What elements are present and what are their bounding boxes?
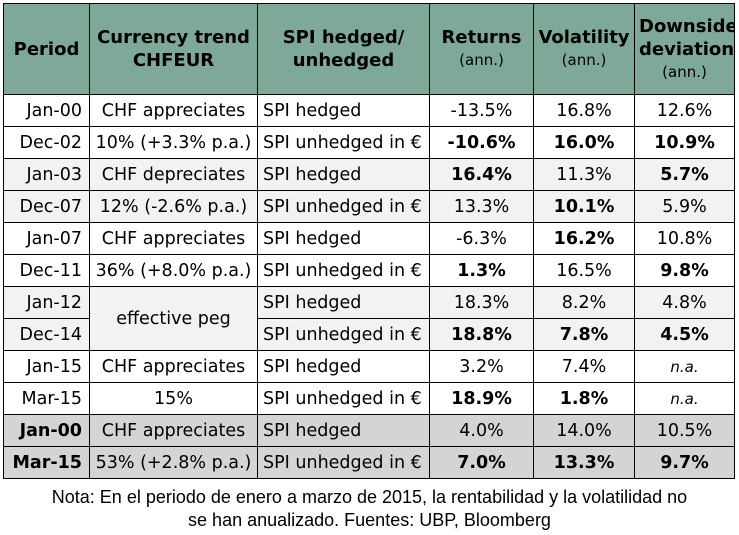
returns-value: 18.3% xyxy=(429,286,534,319)
volatility-value: 10.1% xyxy=(533,190,635,223)
header-downside-deviation: Downside deviation (ann.) xyxy=(634,3,735,95)
currency-trend-change: 15% xyxy=(89,382,258,415)
table-row: Dec-11 36% (+8.0% p.a.) SPI unhedged in … xyxy=(3,254,735,287)
volatility-value: 7.4% xyxy=(533,350,635,383)
header-volatility: Volatility (ann.) xyxy=(533,3,635,95)
downside-value: 5.9% xyxy=(634,190,735,223)
returns-value: 7.0% xyxy=(429,446,534,479)
volatility-value: 8.2% xyxy=(533,286,635,319)
period-end: Dec-11 xyxy=(3,254,90,287)
period-start: Jan-12 xyxy=(3,286,90,319)
returns-value: 18.8% xyxy=(429,318,534,351)
table-row: Mar-15 15% SPI unhedged in € 18.9% 1.8% … xyxy=(3,382,735,415)
volatility-value: 1.8% xyxy=(533,382,635,415)
instrument: SPI hedged xyxy=(257,158,430,191)
downside-value: 4.8% xyxy=(634,286,735,319)
header-instrument: SPI hedged/unhedged xyxy=(257,3,430,95)
returns-value: 18.9% xyxy=(429,382,534,415)
volatility-value: 16.2% xyxy=(533,222,635,255)
downside-value: 9.7% xyxy=(634,446,735,479)
returns-value: 3.2% xyxy=(429,350,534,383)
period-end: Mar-15 xyxy=(3,446,90,479)
note-line: Nota: En el periodo de enero a marzo de … xyxy=(51,487,688,507)
currency-trend: CHF depreciates xyxy=(89,158,258,191)
instrument: SPI hedged xyxy=(257,94,430,127)
downside-value: 10.5% xyxy=(634,414,735,447)
total-row: Mar-15 53% (+2.8% p.a.) SPI unhedged in … xyxy=(3,446,735,479)
instrument: SPI unhedged in € xyxy=(257,254,430,287)
downside-value: 10.8% xyxy=(634,222,735,255)
currency-trend-change: 10% (+3.3% p.a.) xyxy=(89,126,258,159)
instrument: SPI hedged xyxy=(257,414,430,447)
table-row: Dec-02 10% (+3.3% p.a.) SPI unhedged in … xyxy=(3,126,735,159)
returns-value: -10.6% xyxy=(429,126,534,159)
header-currency-trend: Currency trend CHFEUR xyxy=(89,3,258,95)
period-end: Mar-15 xyxy=(3,382,90,415)
volatility-value: 11.3% xyxy=(533,158,635,191)
period-start: Jan-07 xyxy=(3,222,90,255)
total-row: Jan-00 CHF appreciates SPI hedged 4.0% 1… xyxy=(3,414,735,447)
instrument: SPI unhedged in € xyxy=(257,382,430,415)
currency-trend: CHF appreciates xyxy=(89,350,258,383)
table-row: Jan-12 effective peg SPI hedged 18.3% 8.… xyxy=(3,286,735,351)
table-row: Jan-07 CHF appreciates SPI hedged -6.3% … xyxy=(3,222,735,255)
currency-trend: CHF appreciates xyxy=(89,414,258,447)
volatility-value: 16.0% xyxy=(533,126,635,159)
period-start: Jan-00 xyxy=(3,94,90,127)
performance-table: Period Currency trend CHFEUR SPI hedged/u… xyxy=(3,3,735,479)
instrument: SPI hedged xyxy=(257,350,430,383)
currency-trend: CHF appreciates xyxy=(89,94,258,127)
table-row: Jan-03 CHF depreciates SPI hedged 16.4% … xyxy=(3,158,735,191)
volatility-value: 13.3% xyxy=(533,446,635,479)
currency-trend: CHF appreciates xyxy=(89,222,258,255)
period-start: Jan-00 xyxy=(3,414,90,447)
returns-value: 1.3% xyxy=(429,254,534,287)
returns-value: 16.4% xyxy=(429,158,534,191)
currency-trend-change: 36% (+8.0% p.a.) xyxy=(89,254,258,287)
period-end: Dec-07 xyxy=(3,190,90,223)
instrument: SPI unhedged in € xyxy=(257,126,430,159)
volatility-value: 14.0% xyxy=(533,414,635,447)
instrument: SPI unhedged in € xyxy=(257,190,430,223)
period-end: Dec-14 xyxy=(3,318,90,351)
volatility-value: 7.8% xyxy=(533,318,635,351)
downside-value: 10.9% xyxy=(634,126,735,159)
currency-trend-change: 12% (-2.6% p.a.) xyxy=(89,190,258,223)
table-row: Jan-15 CHF appreciates SPI hedged 3.2% 7… xyxy=(3,350,735,383)
downside-value: 12.6% xyxy=(634,94,735,127)
instrument: SPI hedged xyxy=(257,222,430,255)
header-period: Period xyxy=(3,3,90,95)
returns-value: 13.3% xyxy=(429,190,534,223)
source-note: Nota: En el periodo de enero a marzo de … xyxy=(0,486,739,532)
downside-value: 5.7% xyxy=(634,158,735,191)
note-line: se han anualizado. Fuentes: UBP, Bloombe… xyxy=(188,510,551,530)
table-row: Dec-07 12% (-2.6% p.a.) SPI unhedged in … xyxy=(3,190,735,223)
volatility-value: 16.5% xyxy=(533,254,635,287)
table-row: Jan-00 CHF appreciates SPI hedged -13.5%… xyxy=(3,94,735,127)
downside-value: 9.8% xyxy=(634,254,735,287)
currency-trend: effective peg xyxy=(89,286,258,351)
returns-value: -13.5% xyxy=(429,94,534,127)
table-row: Dec-14 SPI unhedged in € 18.8% 7.8% 4.5% xyxy=(3,318,735,351)
downside-value: n.a. xyxy=(634,350,735,383)
instrument: SPI unhedged in € xyxy=(257,446,430,479)
period-start: Jan-15 xyxy=(3,350,90,383)
instrument: SPI hedged xyxy=(257,286,430,319)
downside-value: n.a. xyxy=(634,382,735,415)
header-row: Period Currency trend CHFEUR SPI hedged/u… xyxy=(3,3,735,95)
header-returns: Returns (ann.) xyxy=(429,3,534,95)
returns-value: 4.0% xyxy=(429,414,534,447)
returns-value: -6.3% xyxy=(429,222,534,255)
volatility-value: 16.8% xyxy=(533,94,635,127)
period-end: Dec-02 xyxy=(3,126,90,159)
currency-trend-change: 53% (+2.8% p.a.) xyxy=(89,446,258,479)
instrument: SPI unhedged in € xyxy=(257,318,430,351)
downside-value: 4.5% xyxy=(634,318,735,351)
period-start: Jan-03 xyxy=(3,158,90,191)
